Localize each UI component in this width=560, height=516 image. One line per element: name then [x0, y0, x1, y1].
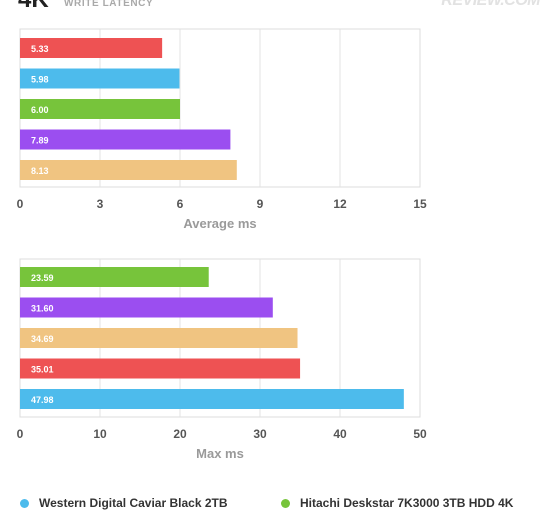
- site-logo: REVIEW.COM: [441, 0, 540, 9]
- page-subtitle: WRITE LATENCY: [64, 0, 154, 9]
- x-tick-label: 0: [17, 197, 24, 211]
- bar: [20, 358, 301, 379]
- bar: [20, 68, 180, 89]
- x-tick-label: 50: [413, 427, 427, 441]
- x-tick-label: 30: [253, 427, 267, 441]
- x-tick-label: 40: [333, 427, 347, 441]
- x-axis-title: Average ms: [183, 216, 256, 231]
- x-tick-label: 12: [333, 197, 347, 211]
- bar-value-label: 23.59: [31, 273, 54, 283]
- bar-value-label: 6.00: [31, 105, 49, 115]
- legend: Western Digital Caviar Black 2TB Hitachi…: [0, 496, 560, 516]
- bar: [20, 160, 237, 180]
- x-tick-label: 15: [413, 197, 427, 211]
- legend-label: Western Digital Caviar Black 2TB: [39, 496, 228, 510]
- bar-value-label: 34.69: [31, 334, 54, 344]
- x-tick-label: 3: [97, 197, 104, 211]
- bar-value-label: 31.60: [31, 304, 54, 314]
- bar-value-label: 5.33: [31, 44, 49, 54]
- bar-value-label: 5.98: [31, 75, 49, 85]
- bar-value-label: 8.13: [31, 166, 49, 176]
- bar: [20, 38, 163, 58]
- bar: [20, 328, 298, 348]
- x-tick-label: 20: [173, 427, 187, 441]
- bar-value-label: 7.89: [31, 136, 49, 146]
- x-tick-label: 6: [177, 197, 184, 211]
- bar: [20, 267, 209, 287]
- latency-charts: 0 3 6 9 12 15 5.33 5.98 6.00 7.89 8.13 Average ms 0 1…: [17, 28, 427, 461]
- bar: [20, 389, 404, 409]
- x-tick-label: 0: [17, 427, 24, 441]
- legend-item-wd: Western Digital Caviar Black 2TB: [20, 496, 228, 510]
- page-title: 4K: [18, 0, 49, 14]
- bar: [20, 129, 231, 150]
- legend-label: Hitachi Deskstar 7K3000 3TB HDD 4K: [300, 496, 514, 510]
- legend-dot-icon: [20, 498, 29, 508]
- bar-value-label: 47.98: [31, 395, 54, 405]
- x-tick-label: 9: [257, 197, 264, 211]
- legend-item-hitachi: Hitachi Deskstar 7K3000 3TB HDD 4K: [281, 496, 513, 510]
- x-tick-label: 10: [93, 427, 107, 441]
- bar: [20, 297, 273, 318]
- legend-dot-icon: [281, 498, 290, 508]
- bar-value-label: 35.01: [31, 365, 54, 375]
- x-axis-title: Max ms: [196, 446, 244, 461]
- bar: [20, 99, 180, 119]
